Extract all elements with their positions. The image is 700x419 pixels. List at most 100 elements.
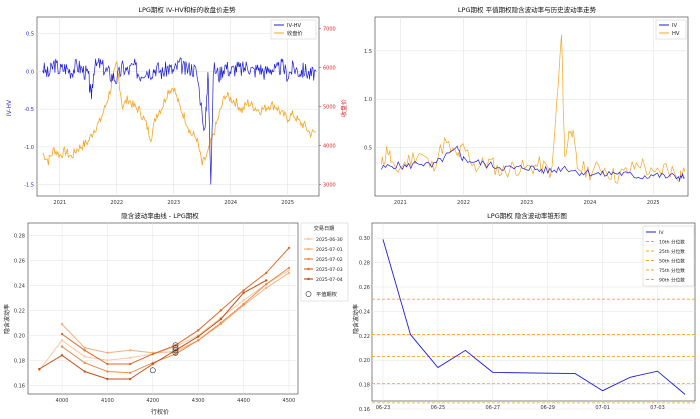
y-tick-label: 0.26 [14,258,25,264]
data-point [128,362,132,366]
x-axis-label: 行权价 [151,408,169,416]
y-tick-label: 0.26 [359,285,370,291]
legend-swatch-marker [307,237,310,241]
y-axis-label: IV-HV [6,99,13,116]
data-point [106,370,109,373]
chart-iv-cone: LPG期权 隐含波动率锥形图 隐含波动率 0.30 0.28 0.26 0.24 0.2… [352,211,696,413]
series-line-ivhv [42,57,317,185]
legend-label: 90th 分位数 [659,277,685,284]
legend-label: 25th 分位数 [659,248,685,255]
y2-tick-label: 3000 [323,182,336,188]
atm-marker [149,367,156,374]
y-tick-label: 0.20 [14,333,25,339]
legend-label-iv: IV [672,23,678,29]
legend-label: 2025-07-01 [316,247,343,253]
legend-box [300,222,349,302]
data-point [196,335,200,338]
data-point [60,332,64,336]
y-tick-label: 0.28 [359,261,370,267]
data-point [60,345,64,348]
y-tick-label: 0.0 [26,69,34,75]
y-tick-label: -0.5 [24,107,34,113]
x-tick-label: 2021 [53,200,66,206]
data-point [265,286,268,290]
data-point [106,351,109,355]
data-point [60,339,64,342]
legend-label: 2025-07-04 [316,277,343,283]
y-tick-label: 0.18 [359,383,370,389]
data-point [242,302,245,306]
legend-swatch-marker [307,247,310,251]
y-tick-label: 1.0 [364,97,372,103]
y-tick-label: 0.24 [359,309,370,315]
chart-panel-ivhv-close: LPG期权 IV-HV和标的收盘价走势 IV-HV 收盘价 0.5 0.0 -0.5… [0,0,350,209]
legend-label: 2025-07-02 [316,257,343,263]
data-point [83,370,86,373]
chart-title: LPG期权 平值期权隐含波动率与历史波动率走势 [458,5,597,14]
y-axis-label: 隐含波动率 [3,304,11,334]
plot-frame [36,16,320,197]
legend-label-atm: 平值期权 [316,290,338,298]
chart-iv-smile: 隐含波动率曲线 - LPG期权 行权价 隐含波动率 0.28 0.26 0.24 0.… [3,211,349,416]
series-line-2025-07-01 [61,272,290,354]
data-point [128,356,132,360]
legend-label-ivhv: IV-HV [287,23,302,29]
data-point [60,354,64,357]
x-tick-label: 2022 [110,200,123,206]
chart-panel-cone: LPG期权 隐含波动率锥形图 隐含波动率 0.30 0.28 0.26 0.24 0.2… [350,209,700,419]
data-point [196,329,200,332]
data-point [128,349,132,352]
y-tick-label: 0.5 [26,32,34,38]
y-tick-label: 0.16 [359,407,370,413]
y-tick-label: -1.0 [24,145,34,151]
data-point [38,367,41,371]
data-point [242,299,245,302]
legend-swatch-atm [305,291,312,297]
legend-box [655,19,687,40]
y2-tick-label: 6000 [323,66,336,72]
series-line-hv [380,34,686,184]
data-point [83,355,86,358]
data-point [83,346,86,350]
y-axis-label: 隐含波动率 [352,304,360,334]
y-tick-label: 0.22 [14,308,25,314]
atm-marker [172,344,179,351]
data-point [287,246,291,250]
atm-marker [172,342,179,349]
x-tick-label: 4500 [283,398,296,404]
y-tick-label: 0.30 [359,236,370,242]
data-point [242,291,245,295]
x-tick-label: 2024 [224,200,237,206]
y2-axis-label: 收盘价 [340,99,348,117]
y2-tick-label: 7000 [323,27,336,33]
data-point [242,289,245,292]
data-point [265,279,268,282]
data-point [83,349,86,352]
x-tick-label: 4300 [192,398,205,404]
legend-label: IV [659,230,664,236]
data-point [219,317,223,321]
x-tick-label: 2021 [394,200,407,206]
series-line-close [42,61,317,166]
data-point [219,309,223,312]
y2-tick-label: 5000 [323,105,336,111]
x-tick-label: 07-01 [595,405,610,411]
legend-box [642,225,695,287]
data-point [265,271,268,275]
chart-panel-iv-hv: LPG期权 平值期权隐含波动率与历史波动率走势 1.5 1.0 0.5 2021 202… [350,0,700,209]
series-line-2025-06-30 [38,269,290,371]
x-tick-label: 2025 [281,200,294,206]
data-point [128,377,132,381]
legend-label: 75th 分位数 [659,267,685,274]
x-tick-label: 4200 [146,398,159,404]
x-tick-label: 4400 [237,398,250,404]
legend-label-hv: HV [672,31,680,37]
legend-swatch-marker [307,277,310,281]
chart-title: LPG期权 IV-HV和标的收盘价走势 [138,5,236,14]
data-point [287,269,291,272]
y-tick-label: 0.20 [359,358,370,364]
legend-label-close: 收盘价 [287,29,303,37]
data-point [287,271,291,275]
plot-frame [374,16,689,197]
chart-title: 隐含波动率曲线 - LPG期权 [121,211,199,220]
